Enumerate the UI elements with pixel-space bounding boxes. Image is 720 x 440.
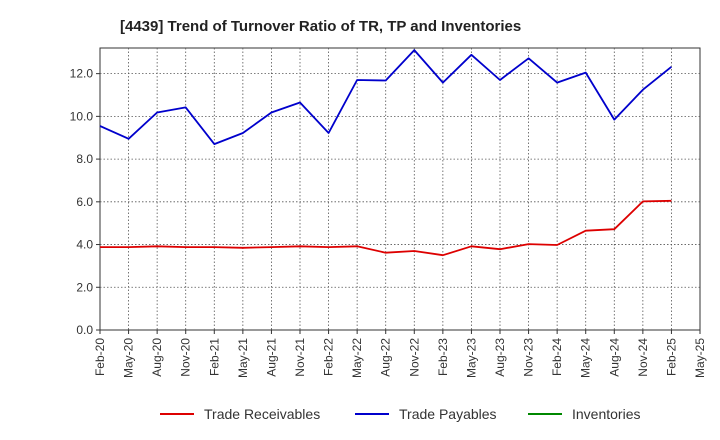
- y-tick-label: 8.0: [76, 152, 93, 166]
- y-tick-label: 0.0: [76, 323, 93, 337]
- x-tick-label: Feb-20: [93, 338, 107, 376]
- series-lines: [99, 49, 672, 257]
- x-tick-label: Feb-24: [550, 338, 564, 376]
- y-tick-label: 12.0: [70, 67, 94, 81]
- grid: [100, 48, 700, 330]
- y-axis: 0.0 2.0 4.0 6.0 8.0 10.0 12.0: [70, 67, 100, 337]
- x-tick-label: May-21: [236, 338, 250, 378]
- x-tick-label: May-24: [579, 338, 593, 378]
- x-tick-label: Nov-21: [293, 338, 307, 377]
- legend-label: Trade Payables: [399, 406, 497, 422]
- y-tick-label: 6.0: [76, 195, 93, 209]
- plot-area: [99, 47, 701, 331]
- x-tick-label: Aug-23: [493, 338, 507, 377]
- x-tick-label: Nov-24: [636, 338, 650, 377]
- chart-title: [4439] Trend of Turnover Ratio of TR, TP…: [120, 18, 521, 35]
- x-tick-label: Feb-25: [664, 338, 678, 376]
- y-tick-label: 2.0: [76, 280, 93, 294]
- legend: Trade Receivables Trade Payables Inventori…: [160, 406, 640, 422]
- legend-label: Inventories: [572, 406, 640, 422]
- x-tick-label: Feb-23: [436, 338, 450, 376]
- x-tick-label: Aug-20: [150, 338, 164, 377]
- legend-label: Trade Receivables: [204, 406, 320, 422]
- x-tick-label: Feb-21: [207, 338, 221, 376]
- plot-border: [99, 47, 701, 331]
- x-tick-label: Feb-22: [322, 338, 336, 376]
- y-tick-label: 10.0: [70, 109, 94, 123]
- x-tick-label: Nov-22: [407, 338, 421, 377]
- series-line-trade-payables: [99, 49, 672, 146]
- y-tick-label: 4.0: [76, 238, 93, 252]
- x-axis: Feb-20 May-20 Aug-20 Nov-20 Feb-21 May-21 Aug-…: [93, 330, 707, 378]
- x-tick-label: Nov-23: [522, 338, 536, 377]
- x-tick-label: Aug-22: [379, 338, 393, 377]
- x-tick-label: May-20: [122, 338, 136, 378]
- x-tick-label: Nov-20: [179, 338, 193, 377]
- x-tick-label: May-23: [464, 338, 478, 378]
- x-tick-label: May-25: [693, 338, 707, 378]
- x-tick-label: Aug-21: [264, 338, 278, 377]
- x-tick-label: May-22: [350, 338, 364, 378]
- series-line-trade-receivables: [100, 199, 672, 257]
- x-tick-label: Aug-24: [607, 338, 621, 377]
